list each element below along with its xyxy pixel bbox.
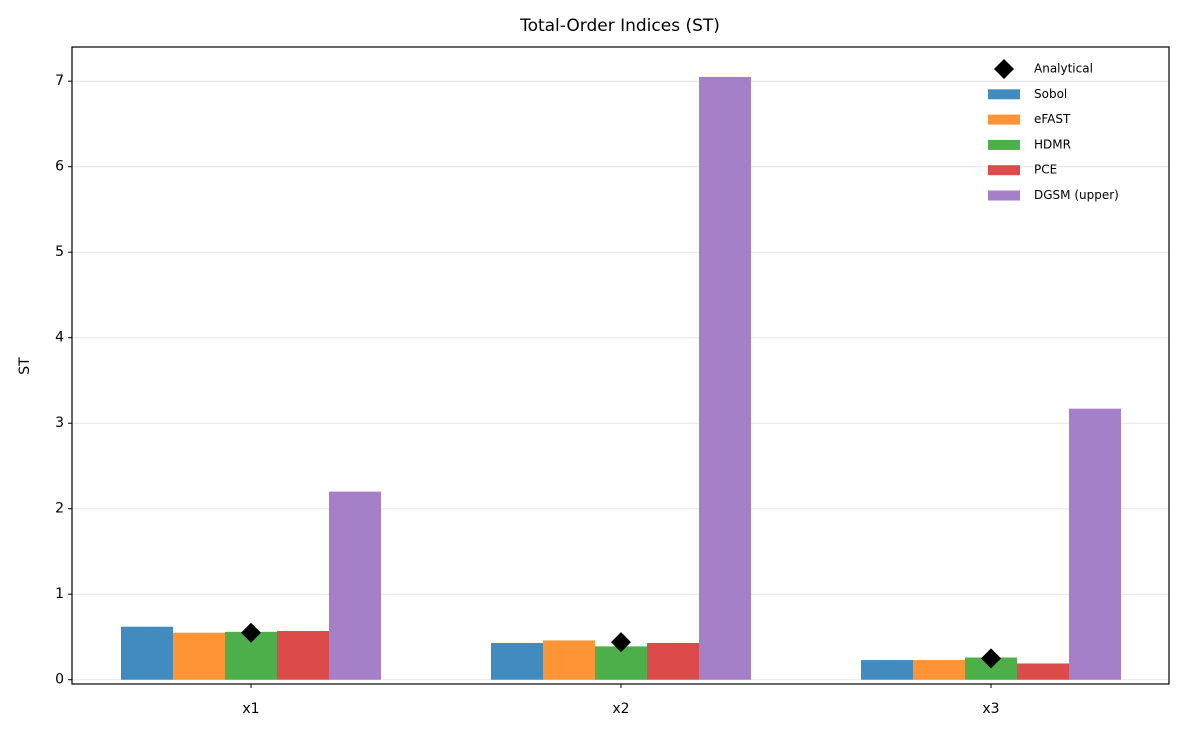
legend-label: eFAST bbox=[1034, 112, 1071, 126]
bar bbox=[329, 491, 381, 680]
bar bbox=[491, 642, 543, 680]
x-tick-label: x3 bbox=[982, 701, 999, 717]
legend-label: Analytical bbox=[1034, 62, 1093, 76]
y-tick-label: 7 bbox=[55, 73, 64, 89]
bar bbox=[699, 76, 751, 680]
legend-label: HDMR bbox=[1034, 137, 1071, 151]
bar bbox=[913, 660, 965, 680]
y-tick-label: 0 bbox=[55, 672, 64, 688]
analytical-marker bbox=[981, 648, 1001, 669]
analytical-marker bbox=[241, 622, 261, 643]
bar bbox=[173, 632, 225, 680]
analytical-marker bbox=[611, 632, 631, 653]
legend-label: DGSM (upper) bbox=[1034, 188, 1119, 202]
bar bbox=[543, 640, 595, 680]
legend-swatch bbox=[988, 139, 1020, 150]
legend-marker bbox=[994, 59, 1014, 79]
legend-swatch bbox=[988, 165, 1020, 176]
bar bbox=[277, 630, 329, 680]
chart-title: Total-Order Indices (ST) bbox=[519, 16, 720, 36]
legend-swatch bbox=[988, 89, 1020, 100]
legend-label: PCE bbox=[1034, 163, 1057, 177]
bar bbox=[647, 642, 699, 680]
legend-label: Sobol bbox=[1034, 87, 1067, 101]
y-tick-label: 4 bbox=[55, 330, 64, 346]
bar bbox=[121, 626, 173, 680]
bar bbox=[1069, 408, 1121, 680]
legend-swatch bbox=[988, 190, 1020, 201]
bar bbox=[965, 657, 1017, 680]
y-tick-label: 5 bbox=[55, 244, 64, 260]
legend-swatch bbox=[988, 114, 1020, 125]
x-tick-label: x2 bbox=[612, 701, 629, 717]
y-tick-label: 1 bbox=[55, 586, 64, 602]
y-axis-label: ST bbox=[17, 357, 33, 375]
bar bbox=[1017, 663, 1069, 680]
y-tick-label: 2 bbox=[55, 501, 64, 517]
bar bbox=[861, 660, 913, 680]
plot-frame bbox=[71, 46, 1170, 685]
y-tick-label: 6 bbox=[55, 159, 64, 175]
x-tick-label: x1 bbox=[242, 701, 259, 717]
y-tick-label: 3 bbox=[55, 415, 64, 431]
